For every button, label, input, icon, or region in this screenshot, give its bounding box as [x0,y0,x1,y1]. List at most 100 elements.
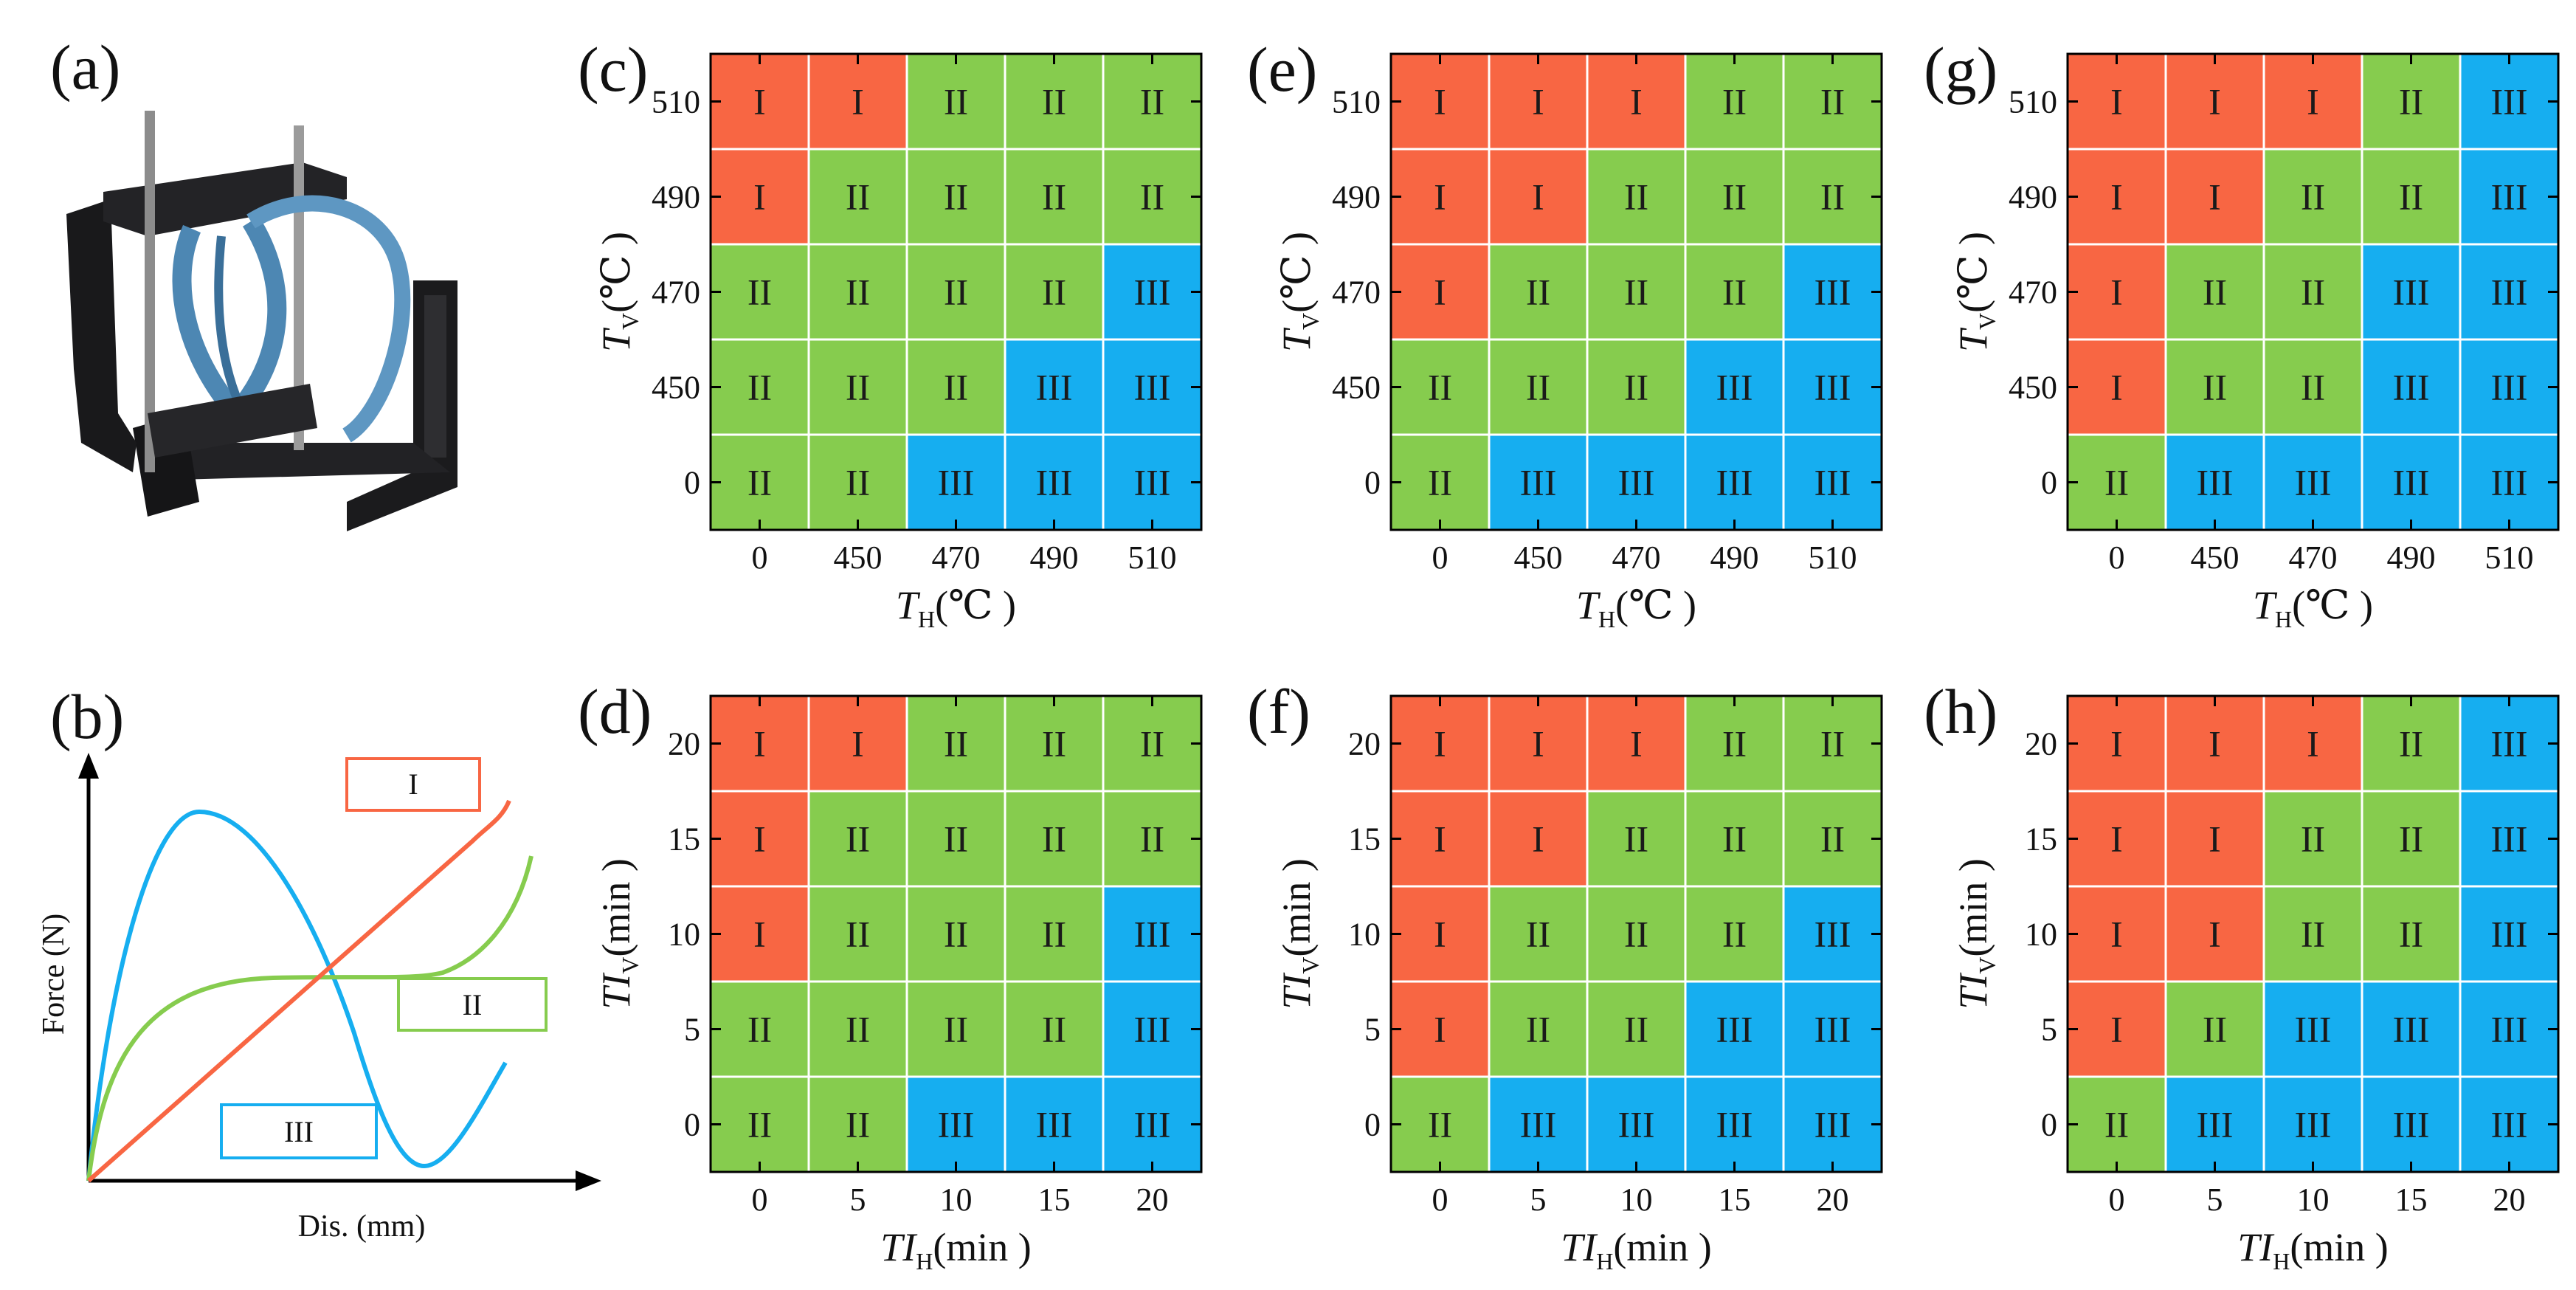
heatmap-cell [1783,149,1882,244]
heatmap-cell-label: I [2307,723,2319,765]
x-tick-label: 0 [752,1182,768,1218]
heatmap-cell [809,244,907,339]
heatmap-cell [1685,886,1783,982]
y-tick-label: 470 [652,275,700,311]
heatmap-cell-label: II [1624,1009,1648,1050]
y-tick-label: 510 [1332,84,1381,120]
heatmap-cell [1587,791,1685,886]
heatmap-cell-label: I [1434,81,1446,123]
heatmap-cell [2166,54,2264,149]
x-tick-label: 15 [1038,1182,1071,1218]
fixture-base-bar [133,443,450,480]
y-tick-label: 0 [684,465,700,501]
y-tick-label: 15 [1348,821,1381,858]
legend-II: II [397,977,548,1032]
heatmap-cell [1489,1077,1587,1172]
heatmap-cell [2362,149,2460,244]
heatmap-cell [2362,982,2460,1077]
heatmap-cell [809,791,907,886]
y-tick-label: 20 [2025,726,2057,762]
y-tick-label: 10 [2025,917,2057,953]
heatmap-cell-label: II [944,81,968,123]
heatmap-cell [2264,435,2362,530]
x-tick-label: 450 [2191,539,2240,576]
heatmap-cell [2460,791,2558,886]
heatmap-cell [809,1077,907,1172]
heatmap-cell [1587,435,1685,530]
x-tick-label: 0 [1432,539,1448,576]
y-tick-label: 450 [652,370,700,406]
heatmap-cell [809,886,907,982]
y-tick-label: 490 [2009,179,2057,215]
x-axis-title: TIH(min ) [880,1225,1032,1275]
heatmap-cell-label: II [1820,176,1845,218]
heatmap-cell-label: III [1814,462,1851,503]
heatmap-cell [2264,1077,2362,1172]
x-tick-label: 20 [1136,1182,1169,1218]
heatmap-cell [907,435,1005,530]
heatmap-cell-label: III [1036,1104,1073,1145]
heatmap-cell-label: III [1618,1104,1655,1145]
heatmap-cell-label: III [2295,1104,2332,1145]
heatmap-cell-label: III [1134,462,1171,503]
heatmap-cell-label: II [1624,367,1648,408]
heatmap-cell [1005,244,1103,339]
heatmap-cell [2264,791,2362,886]
y-tick-label: 5 [2041,1012,2057,1048]
heatmap-cell [711,149,809,244]
heatmap-cell [2264,886,2362,982]
heatmap-cell-label: I [1434,176,1446,218]
x-tick-label: 470 [2289,539,2338,576]
x-axis-title-subscript: H [1598,606,1615,632]
heatmap-cell [2264,982,2362,1077]
heatmap-cell [1489,435,1587,530]
heatmap-cell [1783,696,1882,791]
heatmap-cell [2068,244,2166,339]
x-tick-label: 5 [850,1182,866,1218]
heatmap-cell-label: II [747,462,772,503]
heatmap-cell-label: II [1042,818,1066,860]
heatmap-cell [2362,435,2460,530]
curve-II [86,855,533,1182]
x-axis-title-symbol: T [1576,583,1601,627]
x-tick-label: 450 [834,539,883,576]
heatmap-cell [1783,791,1882,886]
heatmap-cell-label: I [753,914,766,955]
heatmap-cell-label: II [1722,81,1747,123]
y-tick-label: 5 [1364,1012,1381,1048]
panel-c-label: (c) [578,34,648,105]
heatmap-cell [1587,149,1685,244]
x-axis-title-symbol: TI [880,1225,918,1269]
heatmap-cell-label: III [1134,272,1171,313]
heatmap-cell [1005,435,1103,530]
y-tick-label: 10 [1348,917,1381,953]
heatmap-cell [2460,339,2558,435]
x-tick-label: 470 [1612,539,1661,576]
x-tick-label: 0 [1432,1182,1448,1218]
heatmap-cell [809,149,907,244]
heatmap-cell [1391,244,1489,339]
x-tick-label: 490 [1030,539,1079,576]
heatmap-cell-label: II [1042,723,1066,765]
heatmap-cell [1005,791,1103,886]
heatmap-cell-label: I [2307,81,2319,123]
heatmap-cell-label: II [2301,176,2325,218]
heatmap-cell [809,339,907,435]
heatmap-cell-label: III [1134,1009,1171,1050]
heatmap-cell-label: II [1140,81,1164,123]
heatmap-cell-label: II [846,914,870,955]
heatmap-cell [2068,982,2166,1077]
heatmap-cell-label: III [2491,81,2528,123]
heatmap-cell-label: I [2209,81,2221,123]
panel-a: (a) [50,32,457,531]
heatmap-cell-label: II [944,272,968,313]
heatmap-cell [1005,54,1103,149]
y-tick-label: 0 [2041,1107,2057,1143]
heatmap-cell-label: III [2491,367,2528,408]
heatmap-cell [907,886,1005,982]
x-axis-title-subscript: H [2273,1248,2290,1275]
y-tick-label: 15 [2025,821,2057,858]
heatmap-cell-label: II [2301,818,2325,860]
heatmap-cell [2460,982,2558,1077]
